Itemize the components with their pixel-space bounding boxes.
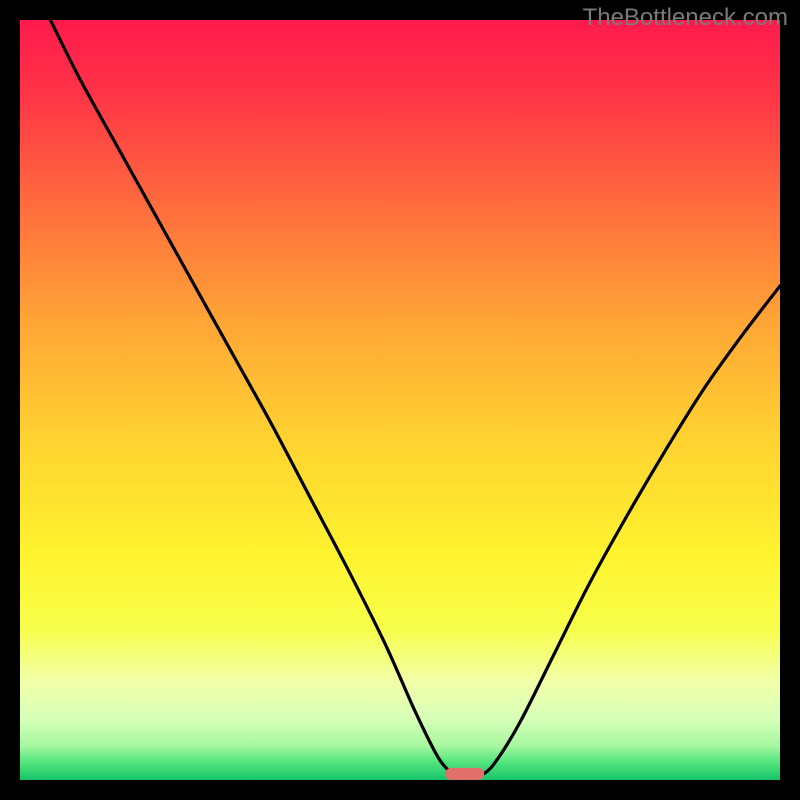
chart-stage: TheBottleneck.com <box>0 0 800 800</box>
curve-svg <box>20 20 780 780</box>
plot-area <box>20 20 780 780</box>
bottleneck-curve <box>50 20 780 778</box>
watermark-text: TheBottleneck.com <box>583 4 788 32</box>
bottleneck-marker <box>445 768 485 780</box>
